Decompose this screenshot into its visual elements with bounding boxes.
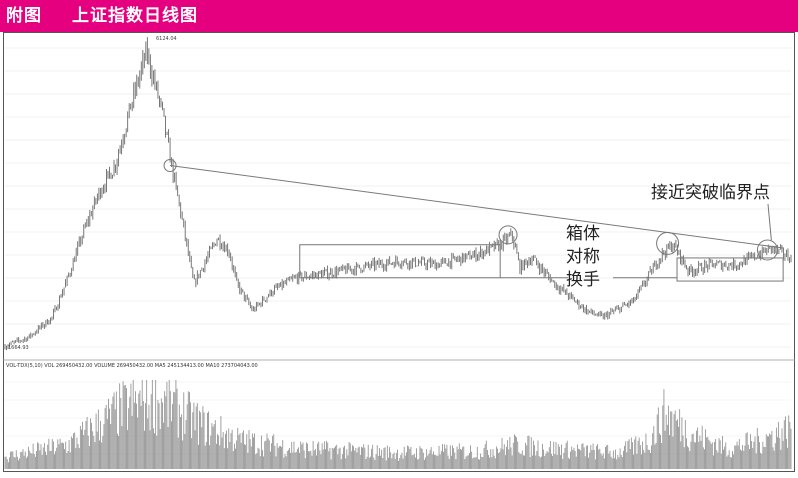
low-price-label: 1664.93	[8, 345, 29, 351]
highlight-circle	[756, 239, 778, 261]
highlight-circle	[498, 225, 518, 245]
box-annotation-line1: 箱体	[566, 224, 600, 244]
price-volume-chart	[3, 37, 795, 469]
breakout-annotation: 接近突破临界点	[651, 183, 770, 203]
consolidation-box	[676, 257, 784, 282]
breakout-pointer	[767, 203, 772, 241]
annotation-overlay	[163, 158, 784, 282]
highlight-circle	[656, 231, 680, 255]
figure-tag: 附图	[6, 6, 42, 26]
volume-legend: VOL-TDX(5,10) VOL 269450432.00 VOLUME 26…	[6, 363, 258, 369]
consolidation-box	[299, 244, 501, 279]
chart-title: 上证指数日线图	[72, 6, 198, 26]
box-annotation-line2: 对称	[566, 247, 600, 267]
grid-lines	[3, 47, 795, 455]
chart-header: 附图 上证指数日线图	[0, 0, 798, 32]
chart-frame	[3, 32, 795, 472]
box-annotation-line3: 换手	[566, 270, 600, 290]
high-price-label: 6124.04	[156, 36, 177, 42]
price-series	[4, 37, 792, 351]
trendline	[169, 164, 784, 249]
volume-bars	[4, 380, 792, 469]
highlight-circle	[163, 158, 177, 172]
